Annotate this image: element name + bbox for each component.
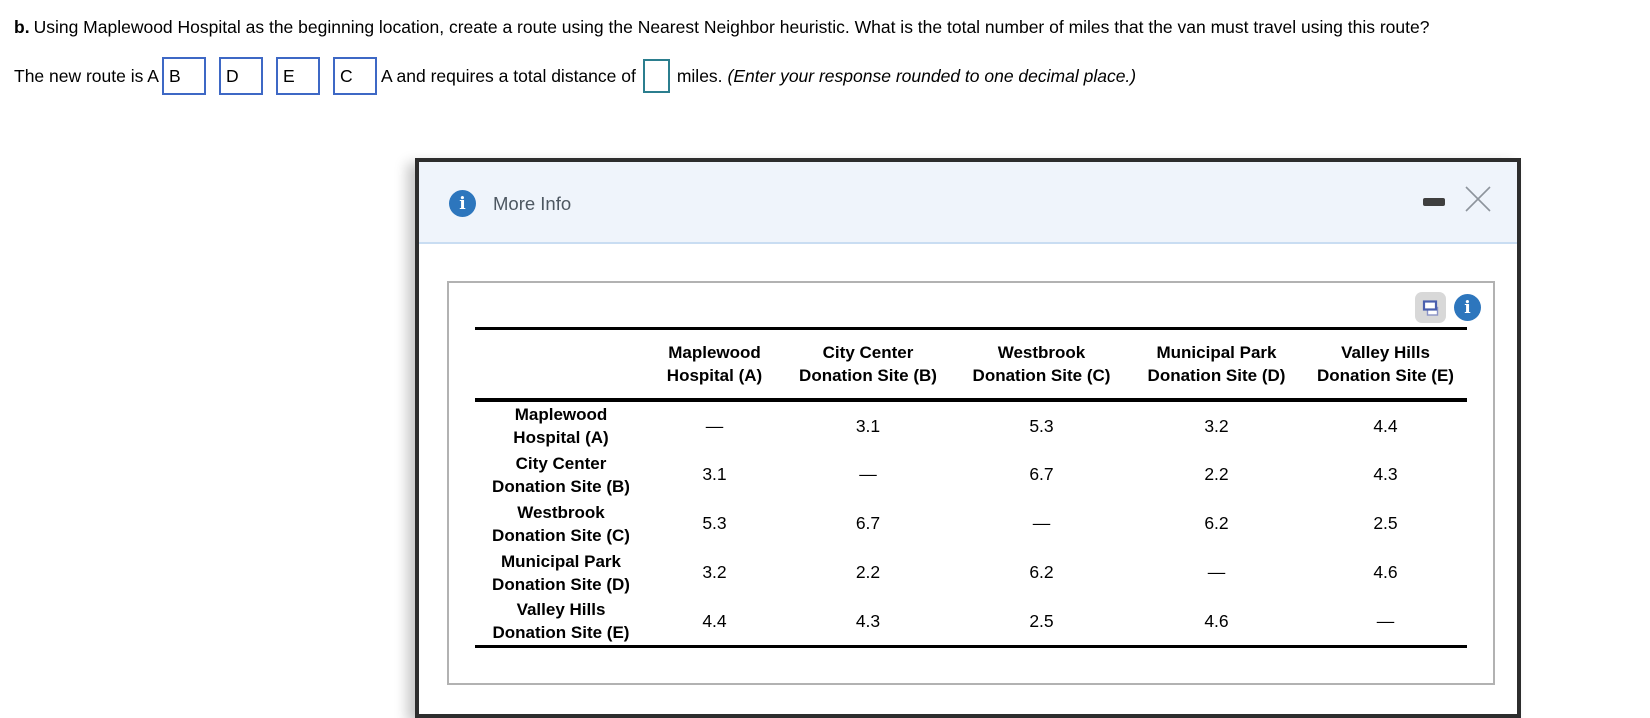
cell-c-b: 6.7 [855,513,881,533]
question-prompt: Using Maplewood Hospital as the beginnin… [33,17,1430,37]
table-row: Maplewood Hospital (A) — 3.1 5.3 3.2 4.4 [475,400,1467,450]
table-row: Westbrook Donation Site (C) 5.3 6.7 — 6.… [475,499,1467,548]
info-icon[interactable]: i [1454,294,1481,321]
corner-cell [475,328,647,402]
cell-c-c: — [1032,513,1051,533]
panel-toolbar: i [1415,292,1481,323]
table-row: City Center Donation Site (B) 3.1 — 6.7 … [475,450,1467,499]
cell-d-a: 3.2 [702,562,727,582]
more-info-dialog: i More Info i [415,158,1521,718]
distance-matrix-table: Maplewood Hospital (A) City Center Donat… [475,327,1467,648]
cell-d-b: 2.2 [855,562,881,582]
row-header-d: Municipal Park Donation Site (D) [492,551,630,594]
col-header-b: City Center Donation Site (B) [782,328,954,402]
row-header-c: Westbrook Donation Site (C) [492,502,630,545]
cell-a-a: — [705,415,724,436]
route-input-2-value: D [225,65,239,86]
answer-note: (Enter your response rounded to one deci… [727,65,1137,86]
cell-d-d: — [1207,562,1226,582]
dialog-header: i More Info [419,162,1517,244]
route-input-3[interactable]: E [275,57,320,95]
cell-c-d: 6.2 [1204,513,1229,533]
minimize-button[interactable] [1423,198,1445,206]
col-header-a: Maplewood Hospital (A) [647,328,782,402]
table-row: Municipal Park Donation Site (D) 3.2 2.2… [475,548,1467,597]
cell-b-b: — [859,464,877,484]
answer-suffix: miles. [676,65,723,86]
cell-c-e: 2.5 [1373,513,1398,533]
answer-prefix: The new route is A [14,65,159,86]
cell-b-c: 6.7 [1029,464,1054,484]
cell-d-c: 6.2 [1029,562,1054,582]
cell-a-b: 3.1 [855,415,881,436]
col-header-d: Municipal Park Donation Site (D) [1129,328,1304,402]
cell-e-a: 4.4 [702,610,727,631]
col-header-e: Valley Hills Donation Site (E) [1304,328,1467,402]
cell-e-c: 2.5 [1029,610,1054,631]
answer-line: The new route is A B D E C A and require… [14,56,1136,96]
route-input-1[interactable]: B [161,57,206,95]
cell-a-c: 5.3 [1029,415,1054,436]
question-part-label: b. [14,17,30,37]
route-input-1-value: B [168,65,181,86]
dialog-title: More Info [493,193,572,214]
question-text: b. Using Maplewood Hospital as the beginn… [14,17,1429,38]
cell-e-d: 4.6 [1204,610,1229,631]
cell-e-e: — [1376,610,1395,631]
cell-b-d: 2.2 [1204,464,1229,484]
route-input-4[interactable]: C [332,57,377,95]
close-button[interactable] [1461,182,1495,216]
row-header-a: Maplewood Hospital (A) [513,405,609,447]
cell-e-b: 4.3 [855,610,881,631]
miles-input[interactable] [642,59,670,93]
distance-table-panel: i Maplewood Hospital (A) City Center Don… [447,281,1495,685]
cell-b-a: 3.1 [702,464,727,484]
cell-b-e: 4.3 [1373,464,1398,484]
row-header-e: Valley Hills Donation Site (E) [492,600,630,642]
row-header-b: City Center Donation Site (B) [492,453,630,496]
col-header-c: Westbrook Donation Site (C) [954,328,1129,402]
route-input-3-value: E [282,65,295,86]
info-icon: i [449,190,476,217]
answer-middle: A and requires a total distance of [380,65,636,86]
cell-a-d: 3.2 [1204,415,1229,436]
cell-a-e: 4.4 [1373,415,1398,436]
table-row: Valley Hills Donation Site (E) 4.4 4.3 2… [475,597,1467,647]
popout-icon[interactable] [1415,292,1446,323]
cell-c-a: 5.3 [702,513,727,533]
cell-d-e: 4.6 [1373,562,1398,582]
route-input-4-value: C [339,65,353,86]
route-input-2[interactable]: D [218,57,263,95]
